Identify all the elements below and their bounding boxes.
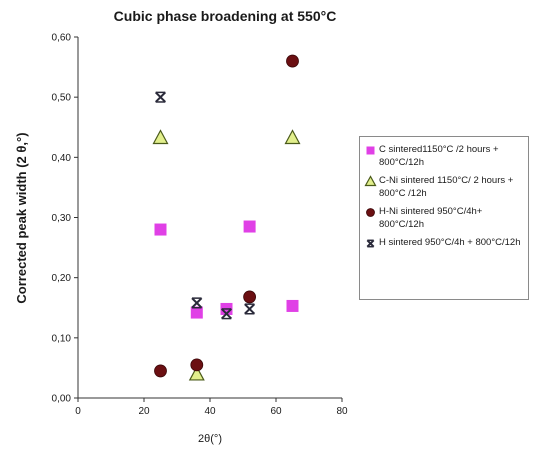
x-tick-label: 80 [336, 406, 348, 417]
legend-marker-shape [364, 175, 377, 187]
legend-marker-shape [366, 146, 375, 155]
data-point-series-1 [243, 220, 256, 233]
y-tick-label: 0,40 [52, 153, 72, 164]
y-tick-label: 0,20 [52, 273, 72, 284]
legend-label: H-Ni sintered 950°C/4h+ 800°C/12h [379, 206, 483, 230]
x-tick-label: 0 [75, 406, 81, 417]
data-point-series-1 [154, 223, 167, 236]
legend-item: C sintered1150°C /2 hours + 800°C/12h [364, 143, 524, 169]
data-point-series-1 [286, 299, 299, 312]
data-point-series-3 [286, 54, 299, 68]
y-tick-label: 0,30 [52, 213, 72, 224]
legend-marker [366, 239, 375, 248]
data-point-series-2 [284, 129, 301, 145]
legend-label: H sintered 950°C/4h + 800°C/12h [379, 237, 521, 248]
data-point-series-2 [188, 365, 205, 381]
legend-marker-shape [366, 239, 375, 248]
x-tick-label: 20 [138, 406, 150, 417]
y-tick-label: 0,10 [52, 333, 72, 344]
data-point-series-4 [220, 308, 233, 320]
data-point-series-3 [243, 290, 257, 304]
y-tick-label: 0,60 [52, 33, 72, 44]
y-tick-label: 0,50 [52, 93, 72, 104]
legend-item: C-Ni sintered 1150°C/ 2 hours + 800°C /1… [364, 174, 524, 200]
data-point-series-4 [154, 91, 167, 103]
legend-marker [366, 146, 375, 155]
x-axis-label: 2θ(°) [198, 433, 222, 445]
data-point-series-1 [190, 306, 203, 319]
legend: C sintered1150°C /2 hours + 800°C/12h C-N… [359, 136, 529, 300]
legend-marker-shape [366, 208, 375, 217]
chart-title: Cubic phase broadening at 550°C [113, 8, 337, 24]
x-tick-label: 60 [270, 406, 282, 417]
legend-item: H sintered 950°C/4h + 800°C/12h [364, 236, 524, 250]
data-point-series-3 [190, 358, 204, 372]
data-point-series-4 [191, 297, 203, 309]
data-point-series-3 [154, 364, 167, 378]
data-point-series-2 [152, 129, 169, 145]
legend-label: C-Ni sintered 1150°C/ 2 hours + 800°C /1… [379, 175, 514, 199]
y-tick-label: 0,00 [52, 394, 72, 405]
legend-marker [366, 208, 375, 217]
x-tick-label: 40 [204, 406, 216, 417]
y-axis-label: Corrected peak width (2 θ,°) [14, 132, 29, 303]
legend-label: C sintered1150°C /2 hours + 800°C/12h [379, 144, 499, 168]
legend-marker [364, 175, 377, 187]
legend-item: H-Ni sintered 950°C/4h+ 800°C/12h [364, 205, 524, 231]
data-point-series-4 [244, 303, 256, 315]
